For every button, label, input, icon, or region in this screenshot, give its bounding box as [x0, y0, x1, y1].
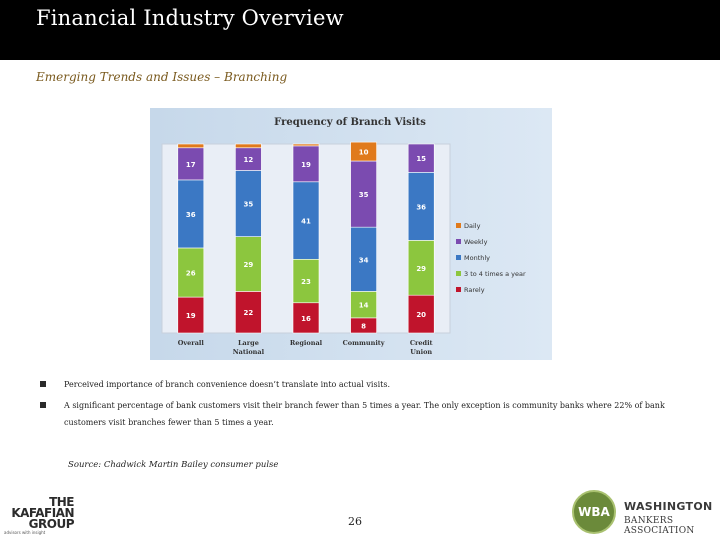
legend-label: Daily [464, 222, 481, 230]
bar-segment [177, 143, 205, 149]
legend-swatch [456, 287, 461, 292]
bar-value-label: 36 [416, 203, 426, 211]
legend-label: Weekly [464, 238, 488, 246]
bar-segment [292, 143, 320, 147]
bullet-text: Perceived importance of branch convenien… [64, 380, 390, 389]
legend-swatch [456, 223, 461, 228]
page-number: 26 [348, 515, 362, 528]
kafafian-logo-line: KAFAFIAN [11, 506, 74, 520]
kafafian-logo-line: THE [49, 495, 74, 509]
bar-value-label: 35 [244, 201, 254, 209]
bar-segment [235, 236, 262, 292]
category-label: Community [343, 339, 385, 347]
bar-value-label: 10 [359, 149, 369, 157]
legend-swatch [456, 239, 461, 244]
bar-segment [235, 291, 262, 334]
title-bar [0, 0, 720, 60]
bar-value-label: 35 [359, 191, 369, 199]
bullet-item: Perceived importance of branch convenien… [40, 376, 700, 393]
legend-swatch [456, 255, 461, 260]
kafafian-group-logo: THE KAFAFIAN GROUP advisors with insight [4, 495, 75, 539]
legend-swatch [456, 271, 461, 276]
chart-title: Frequency of Branch Visits [274, 117, 426, 128]
kafafian-tagline: advisors with insight [4, 530, 46, 535]
bar-value-label: 29 [244, 261, 254, 269]
bullet-list: Perceived importance of branch convenien… [40, 376, 700, 435]
bar-value-label: 26 [186, 270, 196, 278]
category-label: National [233, 348, 265, 356]
bar-value-label: 34 [359, 256, 369, 264]
bar-value-label: 14 [359, 302, 369, 310]
bar-segment [292, 258, 320, 304]
bar-value-label: 23 [301, 278, 311, 286]
chart-panel: Frequency of Branch Visits 19 26 36 17 Overal… [150, 108, 552, 360]
bar-value-label: 22 [244, 309, 254, 317]
source-note: Source: Chadwick Martin Bailey consumer … [68, 460, 279, 470]
category-label: Regional [290, 339, 323, 347]
bar-value-label: 36 [186, 211, 196, 219]
category-label: Large [238, 339, 259, 347]
bar-segment [407, 143, 435, 173]
bullet-square-icon [40, 402, 46, 408]
bar-value-label: 41 [301, 218, 311, 226]
bar-value-label: 12 [244, 156, 254, 164]
wba-name-line1: WASHINGTON [624, 500, 713, 513]
category-label: Overall [178, 339, 205, 347]
bar-segment [407, 172, 435, 241]
stacked-bar-chart: Frequency of Branch Visits 19 26 36 17 Overal… [161, 117, 526, 356]
bar-segment [350, 226, 377, 292]
legend-label: Rarely [464, 286, 485, 294]
category-label: Union [410, 348, 432, 356]
bar-segment [177, 147, 205, 181]
bar-value-label: 16 [301, 315, 311, 323]
wba-name-line2: BANKERS ASSOCIATION [624, 516, 695, 536]
slide-title: Financial Industry Overview [36, 6, 344, 30]
bar-value-label: 20 [416, 311, 426, 319]
bar-value-label: 8 [361, 322, 366, 330]
bar-segment [177, 247, 205, 298]
kafafian-logo-line: GROUP [28, 517, 75, 531]
bar-segment [177, 179, 205, 249]
wba-logo: WBA WASHINGTON BANKERS ASSOCIATION [570, 488, 718, 538]
legend-label: 3 to 4 times a year [464, 270, 526, 278]
slide-subtitle: Emerging Trends and Issues – Branching [36, 70, 288, 84]
bar-value-label: 15 [416, 155, 426, 163]
bar-segment [350, 141, 377, 162]
bullet-text: A significant percentage of bank custome… [64, 401, 665, 427]
bar-segment [350, 160, 377, 228]
bar-segment [235, 143, 262, 149]
bar-value-label: 19 [186, 312, 196, 320]
bar-value-label: 17 [186, 161, 196, 169]
legend-label: Monthly [464, 254, 490, 262]
bullet-item: A significant percentage of bank custome… [40, 397, 700, 431]
bar-segment [407, 240, 435, 296]
bar-value-label: 19 [301, 161, 311, 169]
bar-segment [235, 170, 262, 237]
bar-segment [407, 294, 435, 334]
bullet-square-icon [40, 381, 46, 387]
bar-value-label: 29 [416, 265, 426, 273]
wba-emblem-icon: WBA [572, 490, 616, 534]
bar-segment [292, 181, 320, 260]
category-label: Credit [410, 339, 433, 347]
